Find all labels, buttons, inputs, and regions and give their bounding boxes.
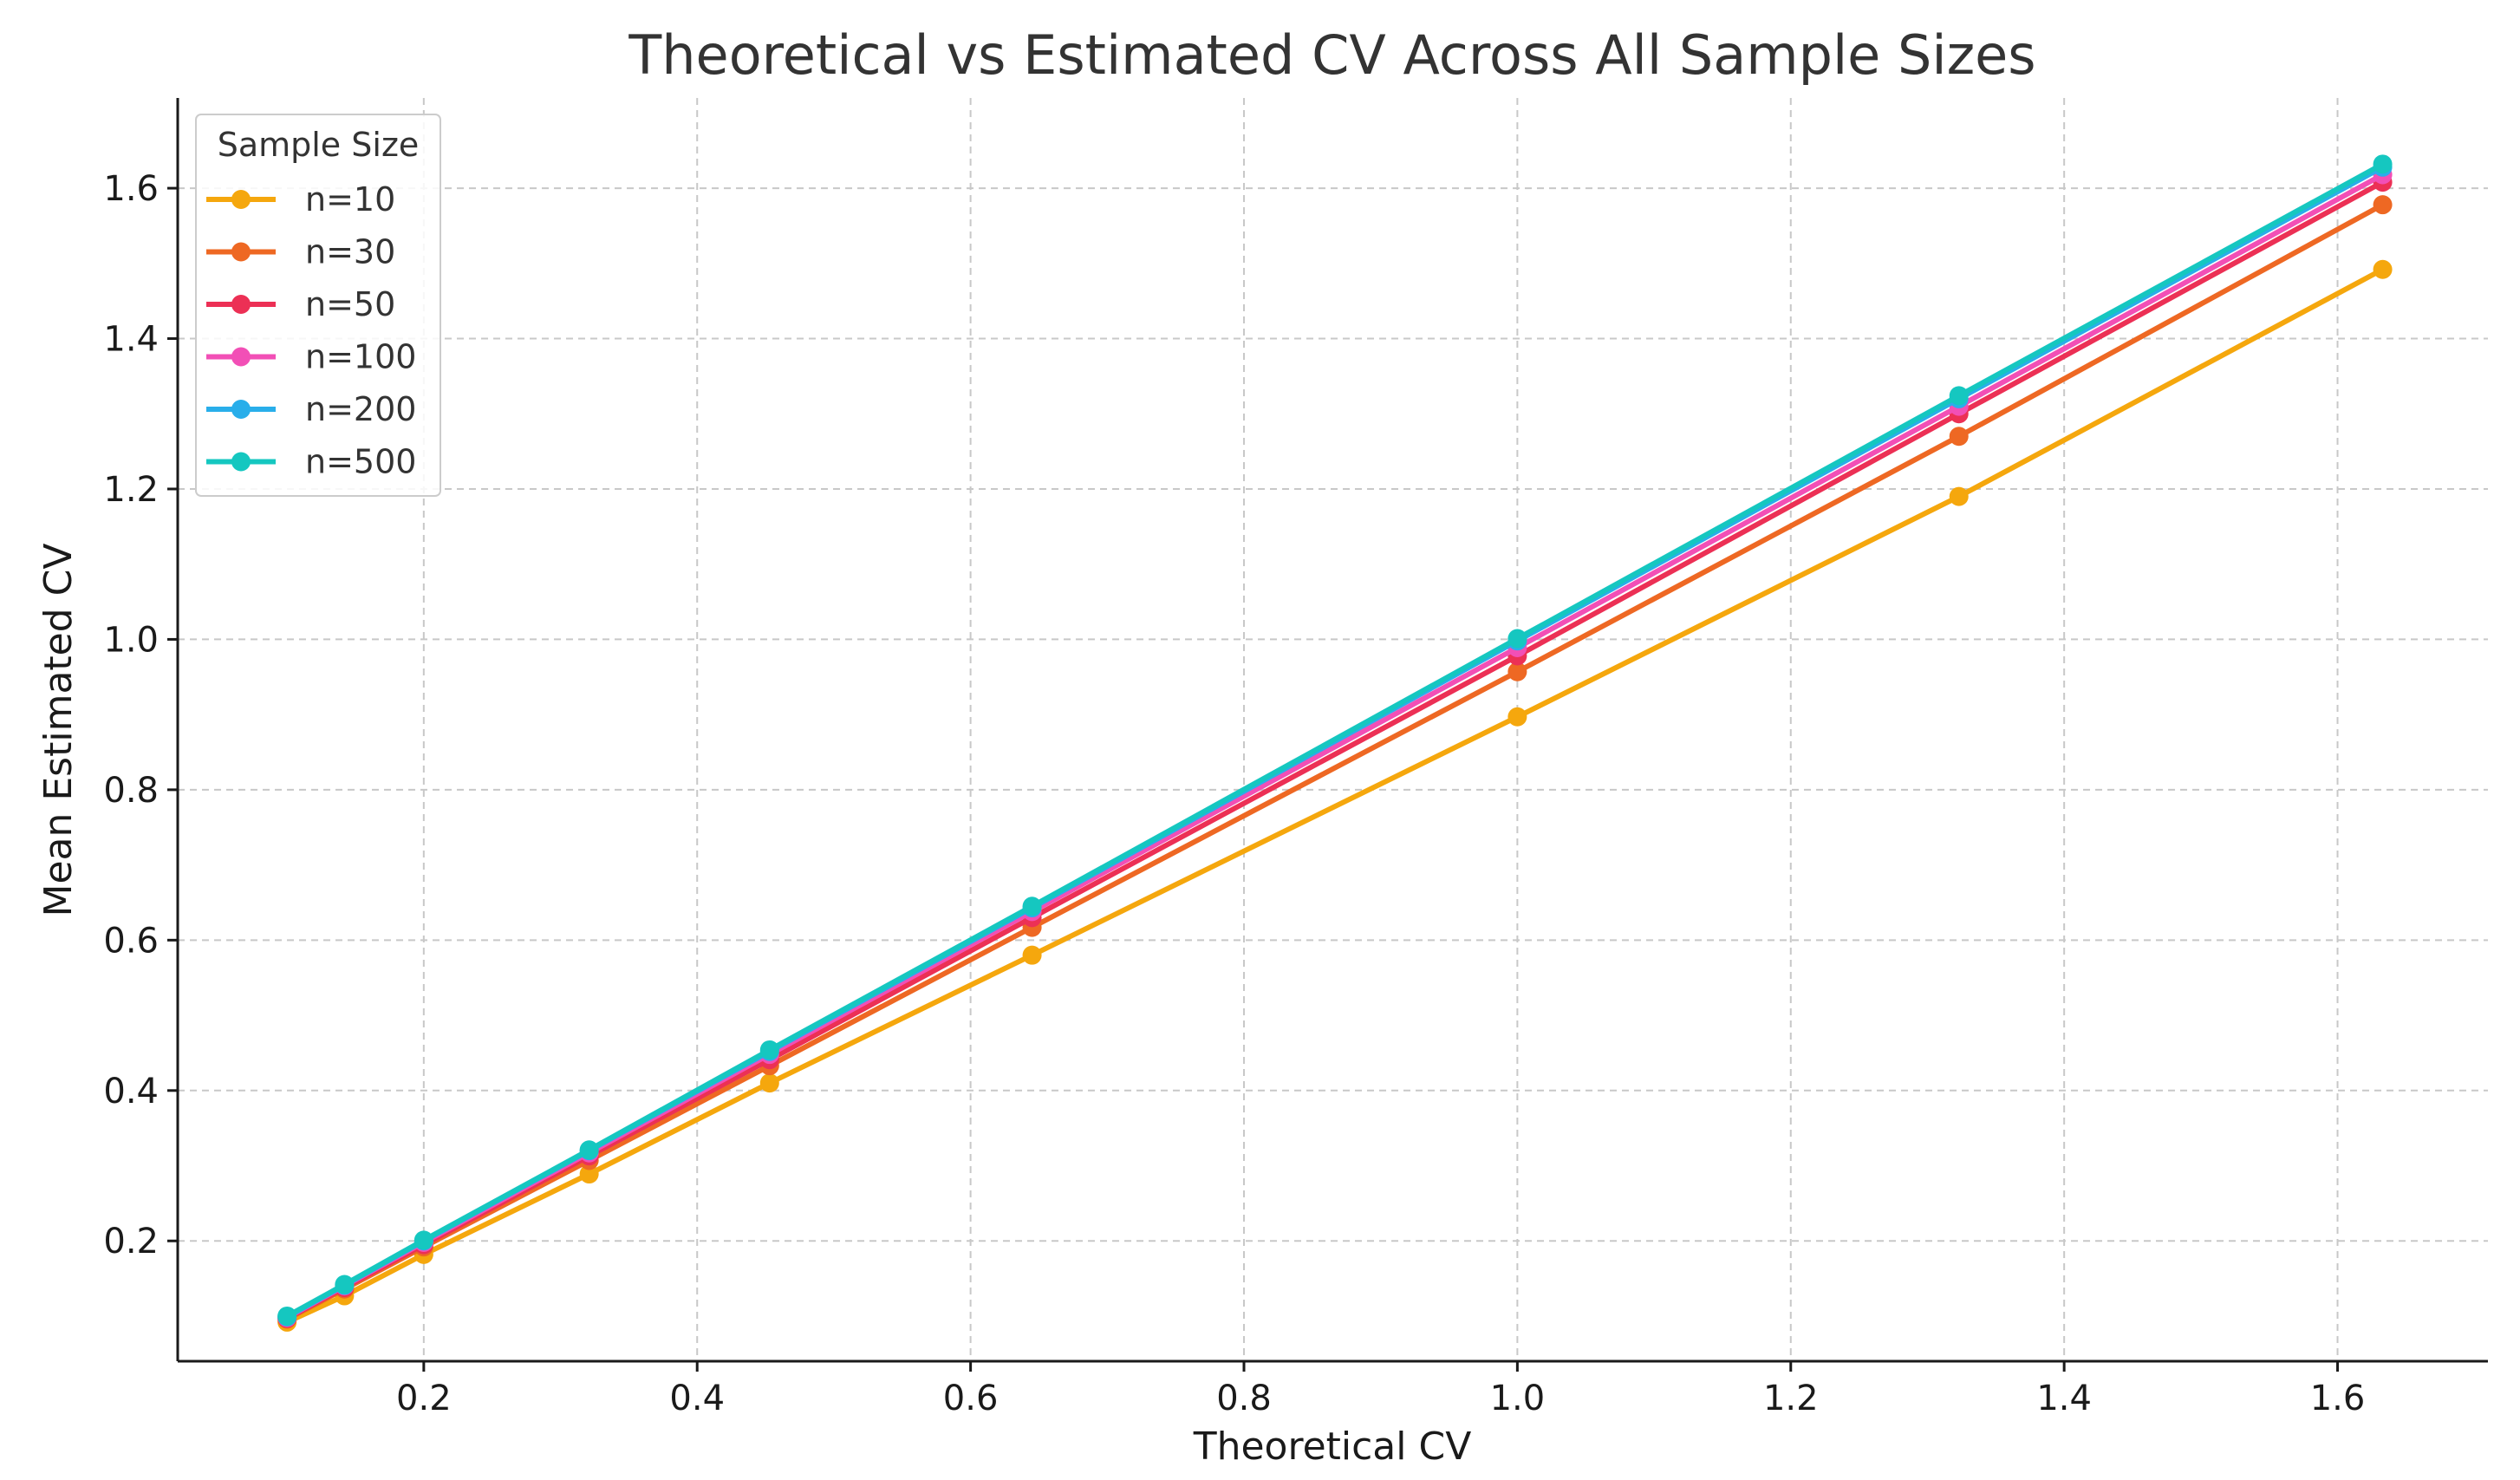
data-point (1507, 707, 1527, 727)
series-layer (277, 154, 2393, 1332)
y-tick-label: 1.4 (103, 320, 159, 360)
data-point (759, 1073, 779, 1093)
legend-marker (231, 452, 251, 472)
data-point (413, 1230, 433, 1250)
x-tick-label: 0.4 (669, 1379, 725, 1418)
y-tick-label: 0.8 (103, 771, 159, 811)
legend-entry: n=200 (206, 390, 416, 428)
data-point (1949, 386, 1969, 406)
legend-marker (231, 347, 251, 367)
x-tick-label: 1.6 (2310, 1379, 2366, 1418)
data-point (1507, 629, 1527, 649)
chart-title: Theoretical vs Estimated CV Across All S… (628, 23, 2035, 87)
data-point (1949, 427, 1969, 447)
ticks: 0.2 0.4 0.6 0.8 1.0 1.2 1.4 1.6 0.2 0.4 0.6 0.8 1.0 1… (103, 169, 2365, 1418)
x-tick-label: 0.2 (396, 1379, 452, 1418)
legend-label: n=500 (305, 443, 416, 481)
legend-entries: n=10 n=30 n=50 n=100 n=200 n=500 (206, 180, 416, 481)
legend-label: n=30 (305, 233, 395, 271)
legend-marker (231, 400, 251, 419)
axes (176, 98, 2488, 1363)
data-point (759, 1040, 779, 1059)
x-tick-label: 0.8 (1216, 1379, 1272, 1418)
series-line (285, 161, 2385, 1319)
legend-label: n=50 (305, 285, 395, 323)
series-n=500 (277, 154, 2393, 1326)
data-point (2373, 195, 2393, 215)
y-tick-label: 1.2 (103, 470, 159, 510)
grid (178, 98, 2488, 1361)
data-point (277, 1306, 297, 1326)
data-point (1022, 945, 1042, 965)
legend-title: Sample Size (218, 126, 420, 164)
y-tick-label: 0.6 (103, 921, 159, 961)
series-line (285, 267, 2384, 1325)
x-axis-title: Theoretical CV (1193, 1425, 1472, 1469)
data-point (2373, 154, 2393, 174)
y-tick-label: 1.0 (103, 620, 159, 660)
legend-marker (231, 295, 251, 314)
data-point (1949, 486, 1969, 506)
data-point (2373, 259, 2393, 279)
legend-label: n=100 (305, 338, 416, 376)
legend-entry: n=10 (206, 180, 395, 218)
legend-marker (231, 242, 251, 262)
series-n=10 (277, 259, 2393, 1332)
data-point (579, 1164, 599, 1184)
data-point (1022, 896, 1042, 916)
data-point (335, 1275, 355, 1294)
y-axis-title: Mean Estimated CV (36, 544, 81, 917)
legend-marker (231, 190, 251, 209)
y-tick-label: 0.4 (103, 1072, 159, 1112)
legend: Sample Size n=10 n=30 n=50 n=100 n=200 n=500 (195, 114, 441, 497)
legend-box (195, 114, 441, 497)
legend-entry: n=500 (206, 443, 416, 481)
y-tick-label: 0.2 (103, 1222, 159, 1262)
legend-label: n=200 (305, 390, 416, 428)
x-tick-label: 1.4 (2036, 1379, 2092, 1418)
legend-label: n=10 (305, 180, 395, 218)
data-point (1507, 662, 1527, 681)
data-point (579, 1140, 599, 1160)
legend-entry: n=30 (206, 233, 395, 271)
y-tick-label: 1.6 (103, 169, 159, 209)
legend-entry: n=50 (206, 285, 395, 323)
x-tick-label: 1.0 (1490, 1379, 1546, 1418)
x-tick-label: 1.2 (1763, 1379, 1819, 1418)
legend-entry: n=100 (206, 338, 416, 376)
x-tick-label: 0.6 (943, 1379, 999, 1418)
